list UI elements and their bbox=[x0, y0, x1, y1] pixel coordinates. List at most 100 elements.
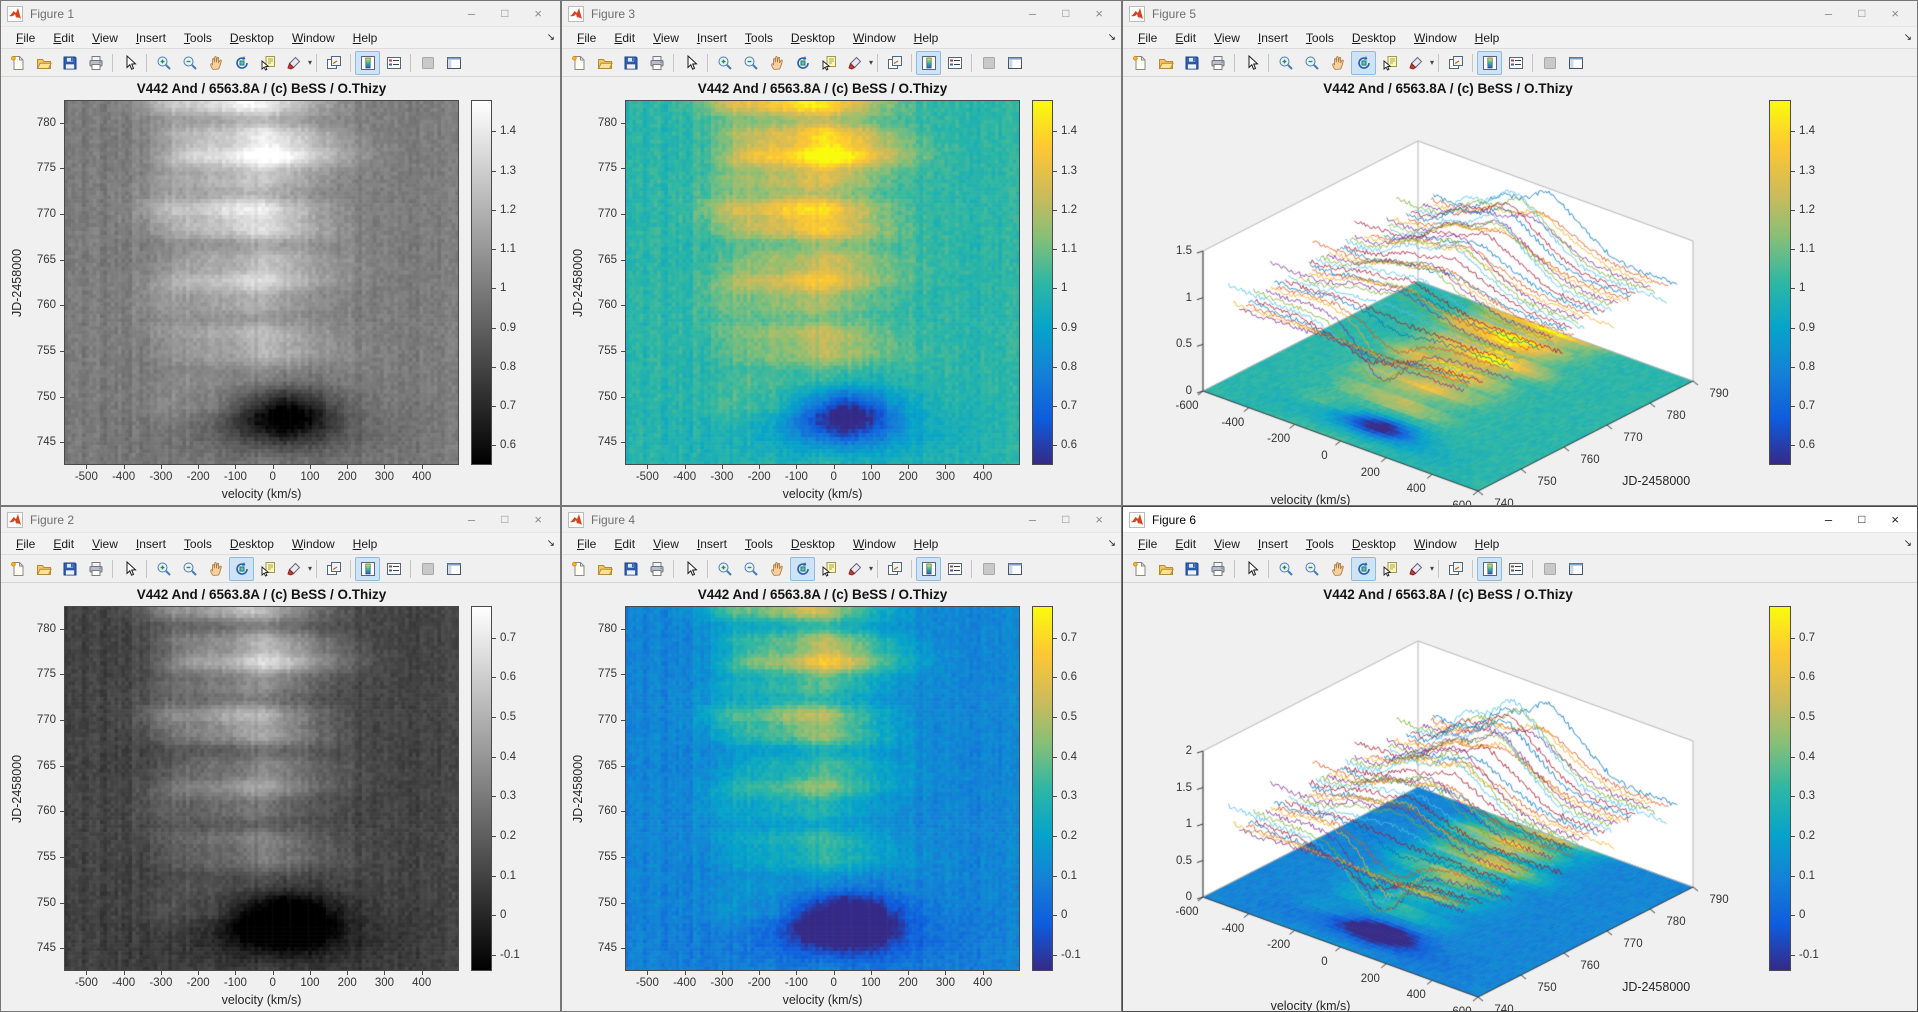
figure-content-area[interactable]: V442 And / 6563.8A / (c) BeSS / O.Thizy-… bbox=[1123, 583, 1917, 1011]
insert-legend-button[interactable] bbox=[942, 557, 967, 581]
new-file-button[interactable] bbox=[1127, 557, 1152, 581]
menu-window[interactable]: Window bbox=[846, 30, 903, 46]
brush-button[interactable] bbox=[842, 51, 867, 75]
brush-dropdown-caret[interactable]: ▾ bbox=[869, 564, 873, 573]
minimize-button[interactable]: – bbox=[1029, 7, 1036, 20]
zoom-in-button[interactable] bbox=[1273, 557, 1298, 581]
save-button[interactable] bbox=[1179, 557, 1204, 581]
rotate-3d-button[interactable] bbox=[790, 51, 815, 75]
minimize-button[interactable]: – bbox=[1825, 7, 1832, 20]
cursor-button[interactable] bbox=[117, 51, 142, 75]
pan-button[interactable] bbox=[1325, 557, 1350, 581]
print-button[interactable] bbox=[644, 51, 669, 75]
save-button[interactable] bbox=[57, 51, 82, 75]
brush-dropdown-caret[interactable]: ▾ bbox=[869, 58, 873, 67]
print-button[interactable] bbox=[83, 557, 108, 581]
zoom-in-button[interactable] bbox=[712, 51, 737, 75]
print-button[interactable] bbox=[644, 557, 669, 581]
insert-legend-button[interactable] bbox=[381, 557, 406, 581]
menu-edit[interactable]: Edit bbox=[607, 30, 642, 46]
menu-desktop[interactable]: Desktop bbox=[784, 30, 842, 46]
insert-legend-button[interactable] bbox=[381, 51, 406, 75]
heatmap-plot[interactable] bbox=[625, 100, 1020, 465]
close-button[interactable]: × bbox=[1095, 7, 1103, 20]
menu-overflow-icon[interactable]: ↘ bbox=[1904, 538, 1912, 549]
zoom-out-button[interactable] bbox=[738, 557, 763, 581]
insert-colorbar-button[interactable] bbox=[916, 557, 941, 581]
insert-legend-button[interactable] bbox=[1503, 51, 1528, 75]
save-button[interactable] bbox=[618, 557, 643, 581]
minimize-button[interactable]: – bbox=[1825, 513, 1832, 526]
show-plot-tools-button[interactable] bbox=[1563, 51, 1588, 75]
menu-insert[interactable]: Insert bbox=[1251, 536, 1295, 552]
pan-button[interactable] bbox=[203, 557, 228, 581]
menu-window[interactable]: Window bbox=[1407, 30, 1464, 46]
menu-overflow-icon[interactable]: ↘ bbox=[547, 538, 555, 549]
link-plots-button[interactable] bbox=[882, 51, 907, 75]
menu-desktop[interactable]: Desktop bbox=[1345, 30, 1403, 46]
menu-file[interactable]: File bbox=[570, 536, 603, 552]
heatmap-plot[interactable] bbox=[64, 100, 459, 465]
close-button[interactable]: × bbox=[534, 7, 542, 20]
menu-view[interactable]: View bbox=[646, 536, 686, 552]
cursor-button[interactable] bbox=[1239, 51, 1264, 75]
heatmap-plot[interactable] bbox=[64, 606, 459, 971]
menu-overflow-icon[interactable]: ↘ bbox=[547, 32, 555, 43]
maximize-button[interactable]: □ bbox=[1062, 513, 1069, 526]
show-plot-tools-button[interactable] bbox=[1002, 51, 1027, 75]
menu-tools[interactable]: Tools bbox=[177, 30, 219, 46]
zoom-in-button[interactable] bbox=[151, 557, 176, 581]
brush-button[interactable] bbox=[1403, 557, 1428, 581]
print-button[interactable] bbox=[83, 51, 108, 75]
open-folder-button[interactable] bbox=[31, 557, 56, 581]
close-button[interactable]: × bbox=[1095, 513, 1103, 526]
maximize-button[interactable]: □ bbox=[1858, 7, 1865, 20]
surface3d-plot[interactable] bbox=[1131, 605, 1765, 1009]
menu-insert[interactable]: Insert bbox=[129, 30, 173, 46]
menu-window[interactable]: Window bbox=[846, 536, 903, 552]
menu-help[interactable]: Help bbox=[907, 536, 946, 552]
menu-desktop[interactable]: Desktop bbox=[223, 536, 281, 552]
maximize-button[interactable]: □ bbox=[1858, 513, 1865, 526]
insert-legend-button[interactable] bbox=[1503, 557, 1528, 581]
menu-tools[interactable]: Tools bbox=[738, 30, 780, 46]
menu-tools[interactable]: Tools bbox=[1299, 536, 1341, 552]
minimize-button[interactable]: – bbox=[468, 513, 475, 526]
zoom-out-button[interactable] bbox=[1299, 557, 1324, 581]
rotate-3d-button[interactable] bbox=[229, 51, 254, 75]
menu-file[interactable]: File bbox=[1131, 536, 1164, 552]
data-cursor-button[interactable] bbox=[255, 51, 280, 75]
new-file-button[interactable] bbox=[566, 557, 591, 581]
minimize-button[interactable]: – bbox=[1029, 513, 1036, 526]
brush-button[interactable] bbox=[1403, 51, 1428, 75]
menu-desktop[interactable]: Desktop bbox=[1345, 536, 1403, 552]
menu-tools[interactable]: Tools bbox=[738, 536, 780, 552]
insert-colorbar-button[interactable] bbox=[355, 51, 380, 75]
new-file-button[interactable] bbox=[1127, 51, 1152, 75]
pan-button[interactable] bbox=[203, 51, 228, 75]
zoom-out-button[interactable] bbox=[1299, 51, 1324, 75]
hide-plot-tools-button[interactable] bbox=[415, 557, 440, 581]
brush-dropdown-caret[interactable]: ▾ bbox=[308, 564, 312, 573]
data-cursor-button[interactable] bbox=[255, 557, 280, 581]
menu-help[interactable]: Help bbox=[1468, 536, 1507, 552]
insert-colorbar-button[interactable] bbox=[916, 51, 941, 75]
menu-window[interactable]: Window bbox=[285, 536, 342, 552]
link-plots-button[interactable] bbox=[882, 557, 907, 581]
menu-help[interactable]: Help bbox=[346, 30, 385, 46]
insert-legend-button[interactable] bbox=[942, 51, 967, 75]
menu-help[interactable]: Help bbox=[1468, 30, 1507, 46]
menu-edit[interactable]: Edit bbox=[607, 536, 642, 552]
titlebar[interactable]: Figure 3 – □ × bbox=[562, 1, 1121, 26]
new-file-button[interactable] bbox=[5, 51, 30, 75]
menu-window[interactable]: Window bbox=[1407, 536, 1464, 552]
zoom-in-button[interactable] bbox=[712, 557, 737, 581]
menu-edit[interactable]: Edit bbox=[46, 536, 81, 552]
menu-insert[interactable]: Insert bbox=[129, 536, 173, 552]
hide-plot-tools-button[interactable] bbox=[1537, 557, 1562, 581]
rotate-3d-button[interactable] bbox=[790, 557, 815, 581]
titlebar[interactable]: Figure 6 – □ × bbox=[1123, 507, 1917, 532]
menu-edit[interactable]: Edit bbox=[1168, 536, 1203, 552]
menu-overflow-icon[interactable]: ↘ bbox=[1108, 538, 1116, 549]
insert-colorbar-button[interactable] bbox=[1477, 51, 1502, 75]
